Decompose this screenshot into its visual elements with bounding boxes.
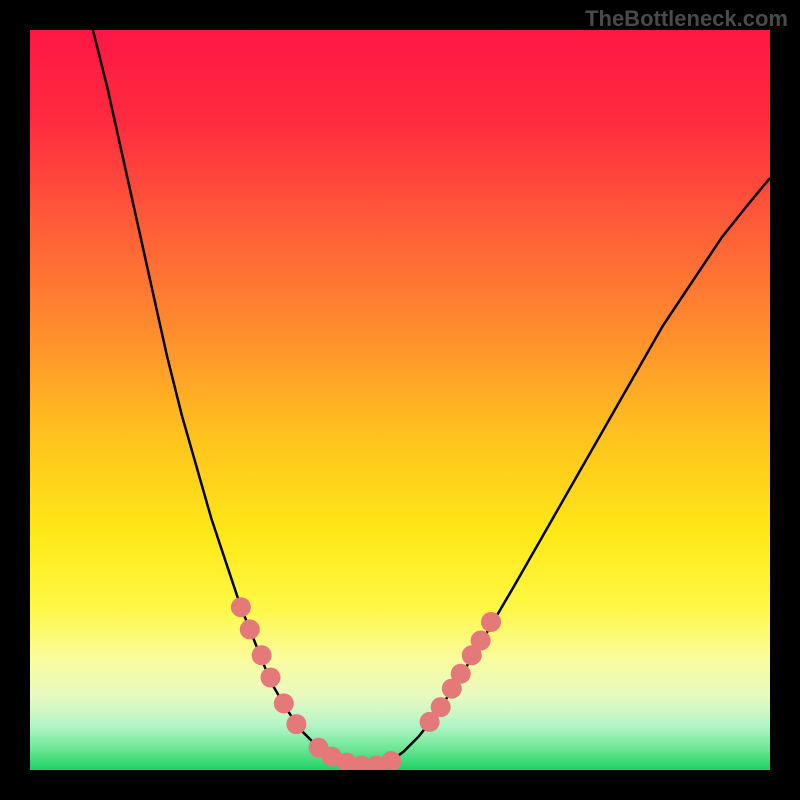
- watermark-text: TheBottleneck.com: [585, 6, 788, 32]
- data-marker: [252, 645, 272, 665]
- data-marker: [471, 631, 491, 651]
- data-marker: [381, 751, 401, 770]
- data-marker: [481, 612, 501, 632]
- data-marker: [431, 697, 451, 717]
- data-marker: [231, 597, 251, 617]
- data-marker: [451, 664, 471, 684]
- data-marker: [261, 668, 281, 688]
- chart-area: [30, 30, 770, 770]
- data-marker: [274, 693, 294, 713]
- data-marker: [240, 619, 260, 639]
- curve-layer: [30, 30, 770, 770]
- data-marker: [286, 714, 306, 734]
